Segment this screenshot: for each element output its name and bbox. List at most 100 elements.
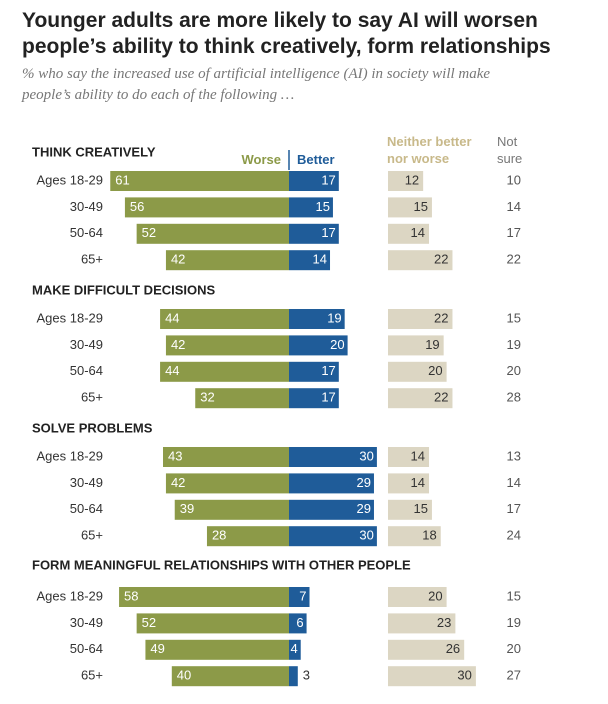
bar-neither	[388, 473, 430, 494]
bar-worse	[145, 639, 289, 660]
value-label: 4	[290, 641, 297, 656]
value-label: 58	[124, 588, 138, 603]
value-label: 17	[321, 390, 335, 405]
value-label: 29	[357, 501, 371, 516]
bar-worse	[110, 171, 290, 191]
bar-neither	[388, 388, 453, 409]
bar-worse	[160, 361, 289, 382]
value-label: 15	[413, 199, 427, 214]
value-label: 61	[115, 172, 129, 187]
category-label: 50-64	[70, 501, 103, 516]
value-label: 3	[303, 668, 310, 683]
value-label: 20	[330, 337, 344, 352]
group-title: MAKE DIFFICULT DECISIONS	[32, 282, 216, 297]
value-label: 12	[405, 172, 419, 187]
value-label: 42	[171, 337, 185, 352]
bar-neither	[388, 613, 456, 634]
category-label: 65+	[81, 668, 103, 683]
bar-worse	[163, 447, 289, 467]
value-label: 6	[296, 615, 303, 630]
bar-worse	[174, 499, 289, 520]
legend-worse: Worse	[241, 152, 282, 167]
not-sure-value: 20	[507, 641, 521, 656]
value-label: 30	[457, 668, 471, 683]
bar-neither	[388, 335, 444, 356]
value-label: 29	[357, 475, 371, 490]
value-label: 18	[422, 528, 436, 543]
bar-better	[289, 639, 301, 660]
value-label: 22	[434, 252, 448, 267]
value-label: 20	[428, 588, 442, 603]
bar-worse	[165, 335, 289, 356]
value-label: 44	[165, 310, 179, 325]
value-label: 40	[177, 668, 191, 683]
category-label: 50-64	[70, 225, 103, 240]
bar-neither	[388, 309, 453, 329]
value-label: 14	[411, 225, 425, 240]
bar-worse	[160, 309, 289, 329]
bar-neither	[388, 223, 430, 244]
bar-neither	[388, 171, 424, 191]
not-sure-value: 17	[507, 501, 521, 516]
chart-title: Younger adults are more likely to say AI…	[22, 9, 551, 58]
value-label: 56	[130, 199, 144, 214]
not-sure-value: 28	[507, 390, 521, 405]
category-label: 30-49	[70, 337, 103, 352]
legend-neither: Neither better nor worse	[387, 134, 472, 166]
bar-better	[289, 447, 377, 467]
category-label: 65+	[81, 252, 103, 267]
value-label: 28	[212, 528, 226, 543]
bar-better	[289, 171, 339, 191]
value-label: 49	[150, 641, 164, 656]
bar-better	[289, 197, 333, 218]
not-sure-value: 24	[507, 528, 521, 543]
value-label: 30	[359, 448, 373, 463]
value-label: 30	[359, 528, 373, 543]
bar-better	[289, 473, 374, 494]
category-label: 30-49	[70, 615, 103, 630]
category-label: Ages 18-29	[37, 310, 104, 325]
bar-neither	[388, 197, 432, 218]
value-label: 17	[321, 172, 335, 187]
bar-better	[289, 223, 339, 244]
bar-better	[289, 587, 310, 607]
group-title: THINK CREATIVELY	[32, 144, 156, 159]
not-sure-value: 14	[507, 475, 521, 490]
bar-neither	[388, 499, 432, 520]
bar-neither	[388, 587, 447, 607]
value-label: 19	[425, 337, 439, 352]
bar-worse	[124, 197, 289, 218]
value-label: 14	[411, 448, 425, 463]
bar-better	[289, 666, 298, 687]
group-title: FORM MEANINGFUL RELATIONSHIPS WITH OTHER…	[32, 557, 411, 572]
bar-worse	[165, 250, 289, 271]
legend-not-sure: Not sure	[497, 134, 523, 166]
not-sure-value: 19	[507, 615, 521, 630]
bar-worse	[136, 223, 289, 244]
bar-neither	[388, 639, 465, 660]
bar-worse	[206, 526, 289, 547]
bar-worse	[165, 473, 289, 494]
not-sure-value: 15	[507, 310, 521, 325]
not-sure-value: 27	[507, 668, 521, 683]
not-sure-value: 15	[507, 588, 521, 603]
not-sure-value: 10	[507, 172, 521, 187]
value-label: 17	[321, 225, 335, 240]
group-title: SOLVE PROBLEMS	[32, 420, 153, 435]
bar-worse	[195, 388, 289, 409]
not-sure-value: 17	[507, 225, 521, 240]
not-sure-value: 14	[507, 199, 521, 214]
bar-neither	[388, 250, 453, 271]
category-label: Ages 18-29	[37, 588, 104, 603]
category-label: 50-64	[70, 641, 103, 656]
value-label: 17	[321, 363, 335, 378]
bar-better	[289, 309, 345, 329]
category-label: 65+	[81, 528, 103, 543]
value-label: 32	[200, 390, 214, 405]
value-label: 19	[327, 310, 341, 325]
bar-better	[289, 526, 377, 547]
category-label: Ages 18-29	[37, 172, 104, 187]
bar-neither	[388, 447, 430, 467]
